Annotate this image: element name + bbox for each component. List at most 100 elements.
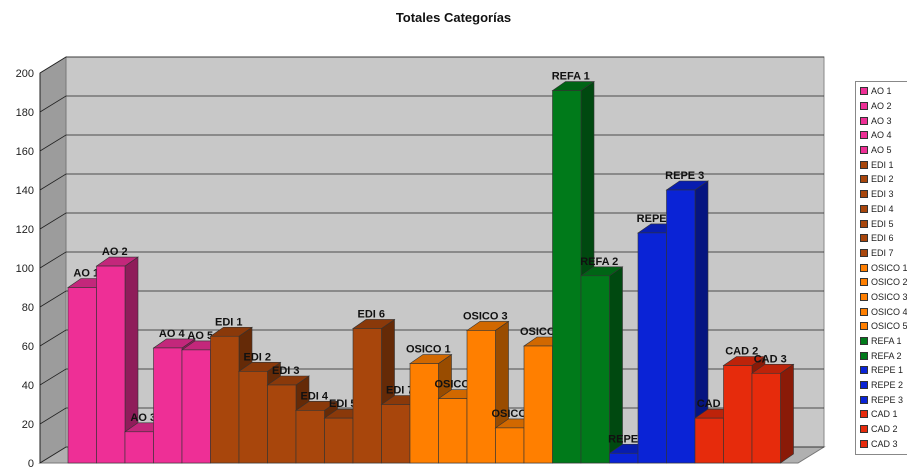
legend-item: AO 2	[860, 99, 907, 114]
legend-swatch	[860, 292, 868, 301]
data-label: EDI 2	[243, 351, 271, 363]
legend-label: EDI 3	[871, 189, 894, 200]
bar	[723, 365, 753, 464]
data-label: CAD 1	[697, 398, 730, 410]
data-label: EDI 7	[386, 385, 414, 397]
data-label: REFA 2	[580, 256, 618, 268]
bar-side	[780, 363, 794, 464]
y-tick-label: 40	[22, 380, 34, 392]
legend-item: EDI 5	[860, 216, 907, 231]
bar	[751, 372, 781, 464]
legend-swatch	[860, 366, 868, 375]
legend-swatch	[860, 87, 868, 96]
y-tick-label: 100	[16, 263, 34, 275]
legend-item: AO 5	[860, 143, 907, 158]
data-label: AO 4	[159, 328, 186, 340]
bar	[210, 335, 240, 464]
legend-item: EDI 7	[860, 246, 907, 261]
data-label: AO 1	[73, 268, 99, 280]
legend-label: AO 3	[871, 115, 892, 126]
legend-swatch	[860, 102, 868, 111]
bar	[381, 404, 411, 464]
bar	[609, 452, 639, 464]
legend-item: CAD 1	[860, 407, 907, 422]
legend-label: EDI 4	[871, 203, 894, 214]
legend-label: AO 4	[871, 130, 892, 141]
legend-label: REFA 1	[871, 336, 902, 347]
legend-swatch	[860, 234, 868, 243]
bar	[238, 371, 268, 464]
legend-item: AO 3	[860, 113, 907, 128]
gridline	[39, 56, 824, 74]
legend-swatch	[860, 131, 868, 140]
legend-swatch	[860, 381, 868, 390]
bar	[694, 417, 724, 464]
chart-legend: AO 1 AO 2 AO 3 AO 4 AO 5 EDI 1 EDI 2 EDI 3 EDI 4…	[855, 81, 907, 455]
data-label: REPE 1	[608, 433, 647, 445]
legend-swatch	[860, 190, 868, 199]
bar	[67, 287, 97, 464]
legend-item: EDI 1	[860, 157, 907, 172]
legend-swatch	[860, 322, 868, 331]
legend-item: OSICO 3	[860, 290, 907, 305]
legend-label: REFA 2	[871, 350, 902, 361]
legend-label: CAD 2	[871, 424, 898, 435]
legend-label: EDI 7	[871, 247, 894, 258]
bar	[324, 417, 354, 464]
legend-swatch	[860, 204, 868, 213]
bar	[438, 398, 468, 464]
legend-swatch	[860, 425, 868, 434]
legend-swatch	[860, 116, 868, 125]
legend-swatch	[860, 410, 868, 419]
legend-label: REPE 2	[871, 380, 904, 391]
data-label: EDI 6	[357, 308, 385, 320]
legend-item: OSICO 5	[860, 319, 907, 334]
legend-item: EDI 4	[860, 202, 907, 217]
data-label: REPE 3	[665, 170, 704, 182]
y-tick-label: 120	[16, 224, 34, 236]
legend-item: CAD 3	[860, 437, 907, 452]
legend-label: EDI 6	[871, 233, 894, 244]
bar	[267, 384, 297, 464]
legend-item: EDI 6	[860, 231, 907, 246]
legend-label: CAD 1	[871, 409, 898, 420]
legend-label: OSICO 5	[871, 321, 907, 332]
legend-label: EDI 5	[871, 218, 894, 229]
bar	[495, 427, 525, 464]
legend-label: REPE 1	[871, 365, 904, 376]
legend-swatch	[860, 160, 868, 169]
y-tick-label: 140	[16, 185, 34, 197]
data-label: OSICO 1	[406, 344, 451, 356]
legend-item: REFA 1	[860, 334, 907, 349]
legend-swatch	[860, 351, 868, 360]
y-tick-label: 200	[16, 68, 34, 80]
legend-label: OSICO 1	[871, 262, 907, 273]
legend-swatch	[860, 219, 868, 228]
y-tick-label: 0	[28, 458, 34, 470]
legend-swatch	[860, 146, 868, 155]
data-label: AO 3	[130, 412, 156, 424]
data-label: AO 2	[102, 246, 128, 258]
bar	[523, 345, 553, 464]
legend-label: EDI 1	[871, 159, 894, 170]
data-label: EDI 4	[300, 390, 328, 402]
bar	[181, 349, 211, 464]
data-label: EDI 3	[272, 365, 300, 377]
bar	[666, 189, 696, 464]
legend-swatch	[860, 278, 868, 287]
y-tick-label: 160	[16, 146, 34, 158]
bar	[637, 232, 667, 464]
legend-label: OSICO 2	[871, 277, 907, 288]
legend-item: OSICO 1	[860, 260, 907, 275]
legend-item: AO 1	[860, 84, 907, 99]
data-label: REPE 2	[637, 213, 676, 225]
data-label: EDI 5	[329, 398, 357, 410]
legend-swatch	[860, 395, 868, 404]
legend-item: EDI 2	[860, 172, 907, 187]
legend-swatch	[860, 175, 868, 184]
legend-label: AO 2	[871, 101, 892, 112]
legend-item: REPE 2	[860, 378, 907, 393]
y-tick-label: 20	[22, 419, 34, 431]
legend-item: EDI 3	[860, 187, 907, 202]
